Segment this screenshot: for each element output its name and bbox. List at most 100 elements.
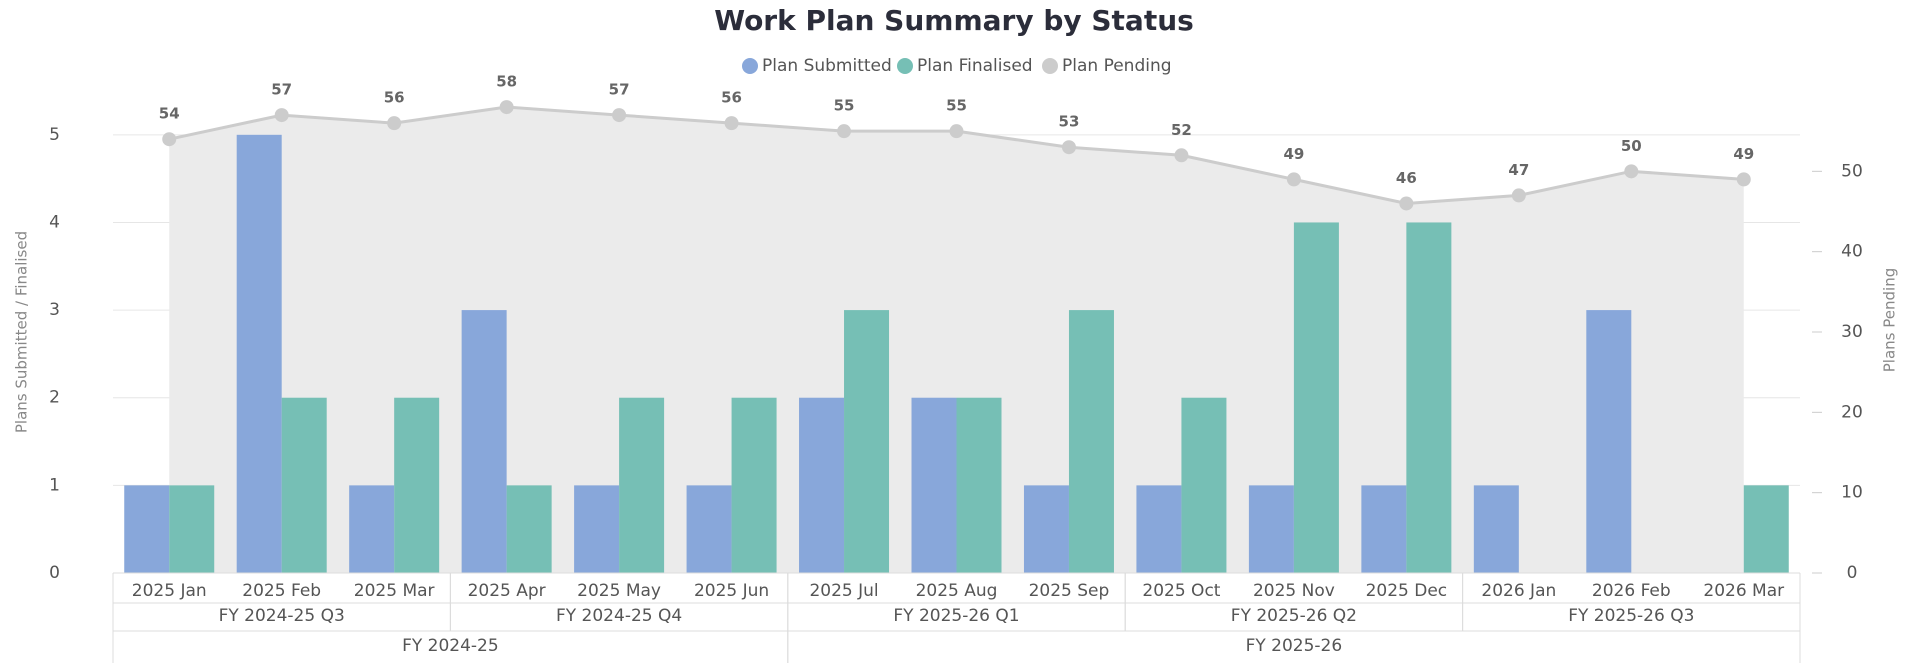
bar xyxy=(911,397,957,573)
point xyxy=(949,124,964,139)
x-tick-label: 2025 Jun xyxy=(694,581,769,601)
x-tick-label: 2026 Jan xyxy=(1481,581,1556,601)
data-label: 53 xyxy=(1059,113,1080,131)
data-label: 49 xyxy=(1283,145,1304,163)
chart-title: Work Plan Summary by Status xyxy=(714,4,1194,37)
quarter-label: FY 2025-26 Q1 xyxy=(893,606,1019,626)
year-label: FY 2024-25 xyxy=(402,636,499,656)
data-label: 46 xyxy=(1396,169,1417,187)
legend-swatch xyxy=(742,58,758,74)
x-tick-label: 2025 Apr xyxy=(468,581,546,601)
y-tick-label: 1 xyxy=(49,475,60,495)
legend-label: Plan Pending xyxy=(1062,56,1172,76)
legend-label: Plan Submitted xyxy=(762,56,892,76)
point xyxy=(1174,148,1189,163)
point xyxy=(1736,172,1751,187)
year-label: FY 2025-26 xyxy=(1246,636,1343,656)
point xyxy=(162,132,177,147)
x-tick-label: 2025 Mar xyxy=(354,581,435,601)
bar xyxy=(799,397,845,573)
x-tick-label: 2025 Jul xyxy=(809,581,878,601)
y2-axis-title: Plans Pending xyxy=(1881,268,1899,372)
quarter-label: FY 2024-25 Q3 xyxy=(219,606,345,626)
y2-tick-label: 0 xyxy=(1847,563,1858,583)
y2-tick-label: 20 xyxy=(1841,402,1863,422)
x-tick-label: 2025 Jan xyxy=(132,581,207,601)
point xyxy=(837,124,852,139)
legend-label: Plan Finalised xyxy=(917,56,1033,76)
bar xyxy=(1023,485,1069,573)
y-tick-label: 3 xyxy=(49,300,60,320)
y-axis-title: Plans Submitted / Finalised xyxy=(13,231,31,433)
bar xyxy=(619,397,665,573)
data-label: 56 xyxy=(384,89,405,107)
data-label: 55 xyxy=(834,97,855,115)
point xyxy=(1061,140,1076,155)
y2-tick-label: 40 xyxy=(1841,242,1863,262)
x-tick-label: 2025 May xyxy=(577,581,661,601)
x-tick-label: 2025 Sep xyxy=(1029,581,1110,601)
y-tick-label: 0 xyxy=(49,563,60,583)
area xyxy=(169,107,1744,574)
point xyxy=(274,108,289,123)
point xyxy=(724,116,739,131)
data-label: 57 xyxy=(271,81,292,99)
data-label: 58 xyxy=(496,73,517,91)
bar xyxy=(394,397,440,573)
y-tick-label: 5 xyxy=(49,125,60,145)
bar xyxy=(956,397,1002,573)
bar xyxy=(1248,485,1294,573)
legend-swatch xyxy=(897,58,913,74)
quarter-label: FY 2025-26 Q2 xyxy=(1231,606,1357,626)
legend-swatch xyxy=(1042,58,1058,74)
data-label: 50 xyxy=(1621,137,1642,155)
data-label: 57 xyxy=(609,81,630,99)
data-label: 49 xyxy=(1733,145,1754,163)
bar xyxy=(1406,222,1452,574)
bar xyxy=(1293,222,1339,574)
y-tick-label: 4 xyxy=(49,212,60,232)
bar xyxy=(349,485,395,573)
data-label: 52 xyxy=(1171,121,1192,139)
bar xyxy=(1586,310,1632,573)
point xyxy=(612,108,627,123)
point xyxy=(1511,188,1526,203)
point xyxy=(387,116,402,131)
data-label: 47 xyxy=(1508,161,1529,179)
x-tick-label: 2025 Aug xyxy=(916,581,998,601)
bar xyxy=(169,485,215,573)
bar xyxy=(124,485,170,573)
bar xyxy=(1361,485,1407,573)
bar xyxy=(731,397,777,573)
bar xyxy=(1068,310,1114,573)
data-label: 54 xyxy=(159,105,180,123)
x-tick-label: 2025 Dec xyxy=(1366,581,1448,601)
x-tick-label: 2025 Oct xyxy=(1142,581,1220,601)
bar xyxy=(1181,397,1227,573)
bar xyxy=(461,310,507,573)
quarter-label: FY 2024-25 Q4 xyxy=(556,606,682,626)
point xyxy=(499,100,514,115)
bar xyxy=(506,485,552,573)
bar xyxy=(686,485,732,573)
point xyxy=(1286,172,1301,187)
data-label: 56 xyxy=(721,89,742,107)
y2-tick-label: 30 xyxy=(1841,322,1863,342)
x-tick-label: 2026 Mar xyxy=(1703,581,1784,601)
x-tick-label: 2026 Feb xyxy=(1592,581,1671,601)
point xyxy=(1399,196,1414,211)
x-tick-label: 2025 Feb xyxy=(242,581,321,601)
bar xyxy=(236,134,282,573)
bar xyxy=(844,310,890,573)
point xyxy=(1624,164,1639,179)
quarter-label: FY 2025-26 Q3 xyxy=(1568,606,1694,626)
x-tick-label: 2025 Nov xyxy=(1253,581,1335,601)
bar xyxy=(1473,485,1519,573)
bar xyxy=(281,397,327,573)
bar xyxy=(1743,485,1789,573)
y2-tick-label: 10 xyxy=(1841,483,1863,503)
data-label: 55 xyxy=(946,97,967,115)
bar xyxy=(574,485,620,573)
bar xyxy=(1136,485,1182,573)
